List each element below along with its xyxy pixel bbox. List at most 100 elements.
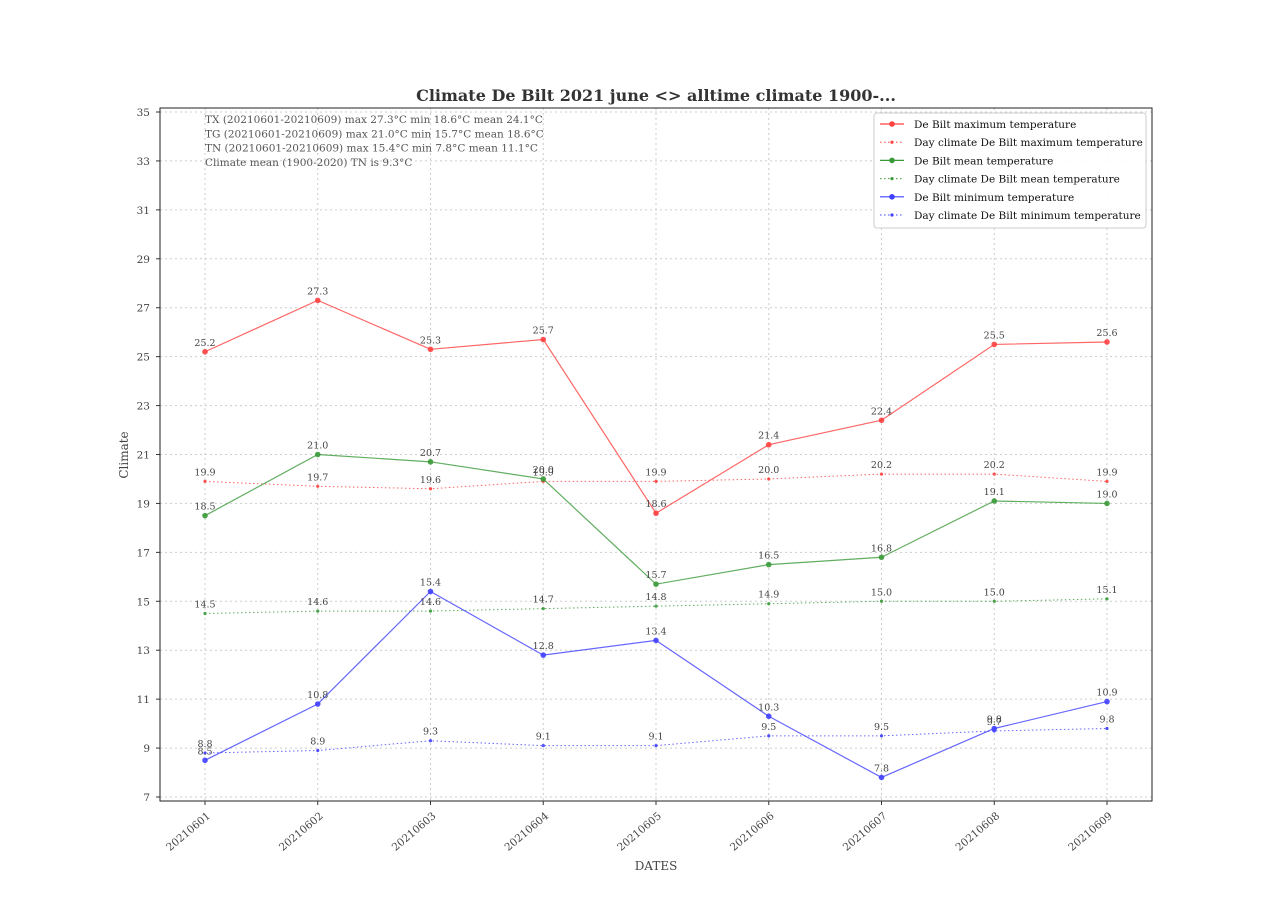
data-label: 9.8 — [1099, 715, 1114, 726]
y-tick-label: 11 — [137, 694, 150, 706]
chart-title: Climate De Bilt 2021 june <> alltime cli… — [416, 86, 896, 105]
data-label: 21.0 — [307, 441, 328, 452]
legend-label: De Bilt maximum temperature — [914, 119, 1076, 131]
data-point — [765, 713, 772, 720]
stats-annotation: TX (20210601-20210609) max 27.3°C min 18… — [205, 114, 544, 169]
x-tick-label: 20210602 — [277, 810, 326, 854]
legend-label: De Bilt minimum temperature — [914, 192, 1074, 204]
y-tick-label: 17 — [137, 547, 150, 559]
data-point — [878, 554, 885, 561]
data-point — [1105, 726, 1109, 731]
y-tick-label: 25 — [137, 352, 150, 364]
data-label: 27.3 — [307, 286, 328, 297]
data-label: 9.1 — [536, 732, 551, 743]
data-label: 18.6 — [645, 499, 666, 510]
data-point — [314, 701, 321, 707]
data-point — [202, 757, 208, 764]
data-point — [767, 602, 771, 606]
x-tick-label: 20210608 — [954, 810, 1003, 854]
data-label: 8.5 — [197, 746, 212, 757]
data-label: 9.1 — [648, 732, 663, 743]
data-label: 15.0 — [871, 587, 892, 598]
y-tick-label: 21 — [137, 450, 150, 462]
data-point — [991, 498, 998, 504]
legend-label: De Bilt mean temperature — [914, 155, 1053, 167]
legend-label: Day climate De Bilt minimum temperature — [914, 210, 1141, 222]
data-label: 8.8 — [197, 739, 212, 750]
data-point — [767, 477, 771, 481]
legend-marker — [889, 121, 895, 127]
data-point — [428, 739, 433, 743]
data-label: 14.5 — [194, 600, 215, 611]
data-label: 25.7 — [533, 326, 554, 337]
data-label: 16.8 — [871, 543, 892, 554]
series-line — [204, 473, 1108, 490]
data-point — [541, 744, 545, 748]
data-label: 15.7 — [645, 570, 666, 581]
data-label: 19.0 — [1096, 489, 1117, 500]
x-tick-label: 20210601 — [164, 810, 213, 854]
data-label: 25.6 — [1096, 328, 1117, 339]
data-point — [991, 725, 998, 732]
data-point — [879, 734, 884, 738]
data-point — [653, 637, 659, 644]
data-point — [541, 607, 545, 611]
data-point — [427, 588, 434, 595]
series-layer — [202, 297, 1110, 781]
data-label: 20.2 — [984, 460, 1005, 471]
data-label: 13.4 — [645, 626, 666, 637]
data-label: 18.5 — [194, 502, 215, 513]
data-label: 20.2 — [871, 460, 892, 471]
data-label: 19.1 — [984, 487, 1005, 498]
y-tick-label: 27 — [137, 303, 150, 315]
data-point — [765, 441, 772, 448]
x-tick-label: 20210604 — [503, 810, 552, 854]
stats-line: TX (20210601-20210609) max 27.3°C min 18… — [205, 114, 543, 126]
data-label: 14.8 — [645, 592, 666, 603]
stats-line: Climate mean (1900-2020) TN is 9.3°C — [205, 157, 412, 169]
legend-marker — [890, 140, 894, 144]
data-point — [202, 512, 208, 519]
y-axis-label: Climate — [117, 431, 131, 478]
data-point — [879, 472, 884, 476]
stats-line: TG (20210601-20210609) max 21.0°C min 15… — [205, 128, 544, 140]
data-point — [879, 599, 884, 603]
data-point — [1105, 479, 1109, 484]
data-label: 22.4 — [871, 406, 892, 417]
data-label: 7.8 — [874, 763, 889, 774]
data-label: 21.4 — [758, 431, 779, 442]
data-label: 16.5 — [758, 551, 779, 562]
y-tick-label: 7 — [143, 792, 150, 804]
data-point — [767, 734, 771, 738]
stats-line: TN (20210601-20210609) max 15.4°C min 7.… — [205, 143, 538, 155]
data-point — [765, 561, 772, 568]
y-tick-label: 19 — [137, 498, 150, 510]
data-label: 14.9 — [758, 590, 779, 601]
data-label: 15.1 — [1096, 585, 1117, 596]
data-point — [654, 479, 658, 484]
data-point — [992, 729, 996, 733]
x-tick-label: 20210606 — [728, 810, 777, 854]
data-label: 10.3 — [758, 702, 779, 713]
legend-label: Day climate De Bilt maximum temperature — [914, 137, 1143, 149]
data-point — [314, 451, 321, 458]
y-tick-label: 35 — [137, 107, 150, 119]
data-point — [653, 510, 659, 517]
data-point — [428, 609, 433, 613]
data-label: 19.9 — [533, 467, 554, 478]
data-label-layer: 25.2 27.3 25.3 25.7 18.6 21.4 22.4 25.5 25.6 19.9… — [194, 286, 1117, 774]
y-tick-label: 31 — [137, 205, 150, 217]
data-label: 20.0 — [533, 465, 554, 476]
data-point — [992, 472, 996, 476]
data-label: 15.4 — [420, 578, 441, 589]
data-point — [202, 348, 208, 355]
plot-frame — [159, 107, 1153, 802]
x-axis-label: DATES — [635, 859, 678, 873]
data-point — [1105, 597, 1109, 601]
data-label: 9.5 — [874, 722, 889, 733]
data-label: 15.0 — [984, 587, 1005, 598]
data-label: 25.3 — [420, 335, 441, 346]
legend-marker — [889, 157, 895, 164]
data-point — [1104, 698, 1110, 705]
